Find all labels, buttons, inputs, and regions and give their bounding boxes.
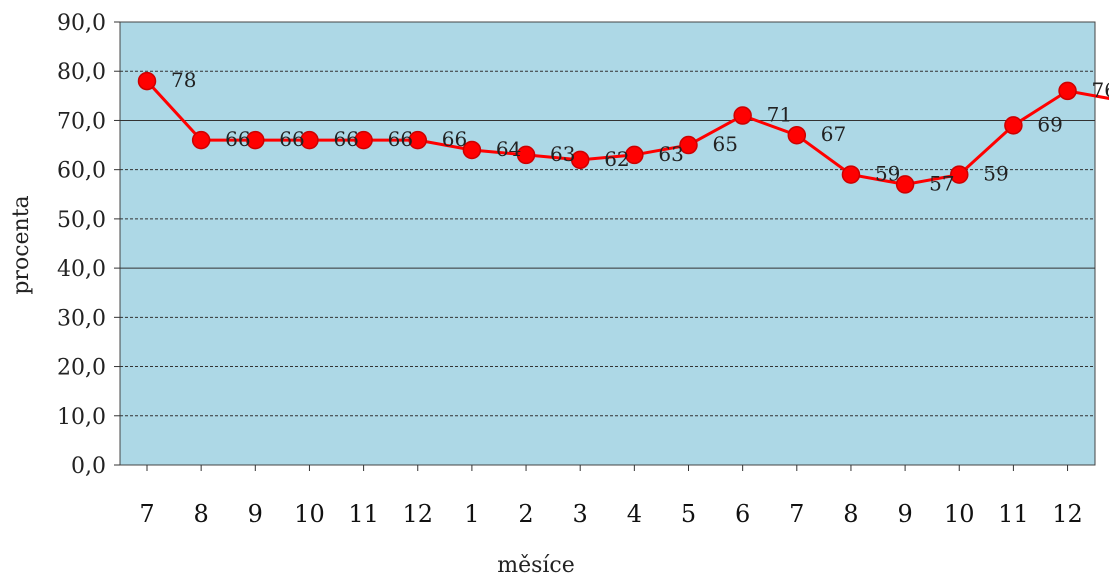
x-axis-title: měsíce (497, 553, 575, 576)
y-tick-label: 70,0 (57, 109, 106, 134)
data-label: 59 (983, 162, 1008, 186)
data-point (734, 107, 751, 124)
x-tick-label: 6 (735, 500, 750, 528)
data-label: 59 (875, 162, 900, 186)
x-tick-label: 9 (897, 500, 912, 528)
data-label: 67 (821, 122, 846, 146)
x-axis-ticks: 7 8 9 10 11 12 1 2 3 4 5 6 7 8 9 10 11 12 (139, 465, 1082, 528)
x-tick-label: 11 (348, 500, 379, 528)
data-label: 66 (333, 127, 358, 151)
x-tick-label: 8 (194, 500, 209, 528)
data-point (139, 73, 156, 90)
x-tick-label: 3 (573, 500, 588, 528)
data-label: 57 (929, 171, 954, 195)
data-label: 62 (604, 147, 629, 171)
y-tick-label: 10,0 (57, 405, 106, 430)
x-tick-label: 1 (464, 500, 479, 528)
y-tick-label: 40,0 (57, 257, 106, 282)
y-tick-label: 60,0 (57, 159, 106, 184)
y-tick-label: 30,0 (57, 306, 106, 331)
data-label: 76 (1092, 78, 1109, 102)
y-tick-label: 0,0 (71, 454, 106, 479)
x-tick-label: 9 (248, 500, 263, 528)
data-label: 71 (767, 103, 792, 127)
x-tick-label: 7 (139, 500, 154, 528)
data-point (1005, 117, 1022, 134)
x-tick-label: 2 (518, 500, 533, 528)
data-label: 66 (279, 127, 304, 151)
x-tick-label: 10 (944, 500, 975, 528)
x-tick-label: 11 (998, 500, 1029, 528)
data-point (842, 166, 859, 183)
y-tick-label: 20,0 (57, 356, 106, 381)
x-tick-label: 5 (681, 500, 696, 528)
data-label: 63 (658, 142, 683, 166)
x-tick-label: 10 (294, 500, 325, 528)
y-axis-ticks: 0,0 10,0 20,0 30,0 40,0 50,0 60,0 70,0 80,0 90,0 (57, 11, 120, 479)
data-label: 63 (550, 142, 575, 166)
x-tick-label: 7 (789, 500, 804, 528)
x-tick-label: 4 (627, 500, 642, 528)
data-label: 66 (388, 127, 413, 151)
data-label: 64 (496, 137, 521, 161)
plot-area (120, 22, 1095, 465)
data-point (788, 127, 805, 144)
y-axis-title: procenta (9, 195, 34, 294)
y-tick-label: 50,0 (57, 208, 106, 233)
y-tick-label: 90,0 (57, 11, 106, 36)
data-label: 66 (225, 127, 250, 151)
data-label: 69 (1037, 112, 1062, 136)
x-tick-label: 8 (843, 500, 858, 528)
x-tick-label: 12 (1052, 500, 1083, 528)
data-label: 78 (171, 68, 196, 92)
data-label: 65 (713, 132, 738, 156)
data-point (1059, 82, 1076, 99)
data-point (193, 132, 210, 149)
x-tick-label: 12 (402, 500, 433, 528)
data-label: 66 (442, 127, 467, 151)
y-tick-label: 80,0 (57, 60, 106, 85)
